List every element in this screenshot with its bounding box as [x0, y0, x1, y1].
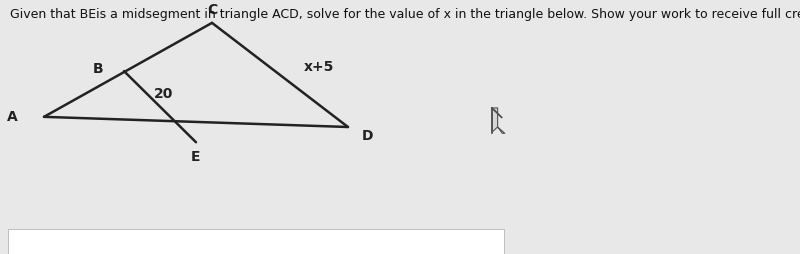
Text: D: D — [362, 129, 374, 143]
Text: B: B — [92, 62, 103, 76]
Text: 20: 20 — [154, 87, 174, 101]
Polygon shape — [492, 108, 505, 133]
Text: E: E — [191, 150, 201, 164]
Text: Given that BEis a midsegment in triangle ACD, solve for the value of x in the tr: Given that BEis a midsegment in triangle… — [10, 8, 800, 21]
Text: C: C — [207, 3, 217, 17]
Text: x+5: x+5 — [304, 60, 334, 74]
Bar — [8, 229, 504, 254]
Text: A: A — [7, 110, 18, 124]
